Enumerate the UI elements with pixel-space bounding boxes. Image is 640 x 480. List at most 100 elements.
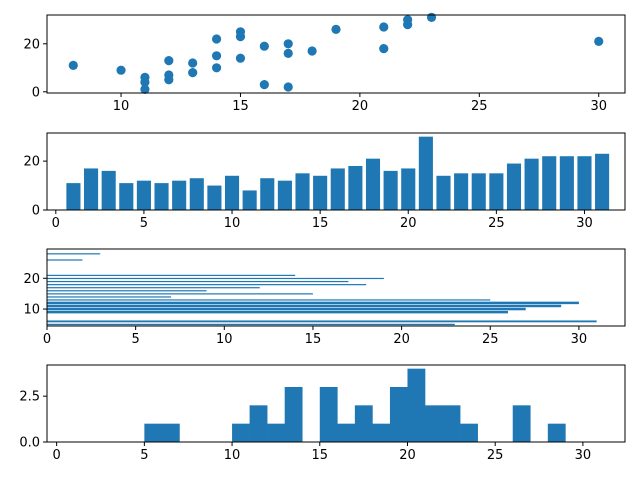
bar [277, 180, 292, 210]
x-tick-label: 30 [571, 332, 588, 347]
bar [454, 173, 469, 210]
horizontal-bar [47, 304, 562, 308]
scatter-point [331, 24, 341, 34]
x-tick-label: 0 [52, 216, 60, 231]
bar [418, 136, 433, 210]
horizontal-bar [47, 307, 526, 311]
scatter-point [235, 27, 246, 37]
scatter-plot: 10 15 20 25 30 0 20 [23, 12, 626, 114]
x-tick-label: 30 [576, 216, 593, 231]
x-tick-label: 15 [312, 216, 329, 231]
scatter-point [211, 63, 222, 73]
bar [542, 156, 557, 210]
histogram-bin [249, 405, 268, 442]
y-tick-label: 20 [23, 37, 40, 52]
scatter-point [379, 44, 389, 54]
bar [84, 168, 99, 210]
bar [436, 175, 451, 210]
bar [524, 158, 539, 210]
axes-frame [46, 248, 626, 327]
histogram-bin [161, 423, 180, 442]
bar [471, 173, 486, 210]
y-tick-label: 20 [23, 155, 40, 170]
x-tick-label: 30 [575, 448, 592, 463]
bar [489, 173, 504, 210]
horizontal-bar [47, 287, 260, 289]
bar [313, 175, 328, 210]
bar [189, 178, 204, 210]
scatter-point [140, 72, 150, 82]
histogram-bin [354, 405, 373, 442]
x-tick-label: 10 [224, 216, 241, 231]
bar [101, 170, 116, 210]
scatter-point [426, 12, 437, 22]
scatter-point [259, 80, 269, 90]
horizontal-bar [47, 284, 367, 286]
bar [207, 185, 222, 210]
bar [172, 180, 187, 210]
y-tick-label: 0 [32, 204, 40, 219]
histogram-bin [232, 423, 250, 442]
x-tick-label: 15 [312, 448, 329, 463]
bar [401, 168, 416, 210]
histogram-chart: 0 5 10 15 20 25 30 0.0 2.5 [19, 364, 626, 463]
x-tick-label: 25 [471, 99, 488, 114]
scatter-point [140, 84, 150, 94]
x-tick-label: 5 [140, 216, 148, 231]
scatter-point [283, 82, 293, 92]
scatter-point [211, 51, 222, 61]
horizontal-bar-chart: 0 5 10 15 20 25 30 10 20 [23, 248, 626, 347]
bar [295, 173, 310, 210]
horizontal-bar [47, 320, 597, 323]
scatter-point [283, 39, 293, 49]
x-tick-label: 25 [487, 448, 504, 463]
horizontal-bar [47, 323, 455, 326]
bar [559, 156, 574, 210]
histogram-bin [267, 423, 285, 442]
x-tick-label: 20 [393, 332, 410, 347]
x-tick-label: 30 [590, 99, 607, 114]
scatter-point [188, 58, 198, 68]
horizontal-bar [47, 301, 579, 305]
histogram-bin [337, 423, 356, 442]
x-tick-label: 5 [132, 332, 140, 347]
horizontal-bar [47, 253, 101, 255]
bar [330, 168, 345, 210]
x-tick-label: 5 [140, 448, 148, 463]
axes-frame [46, 364, 626, 443]
horizontal-bar [47, 277, 384, 280]
histogram-bin [389, 387, 408, 442]
scatter-point [164, 70, 174, 80]
x-tick-label: 20 [399, 448, 416, 463]
histogram-bin [425, 405, 443, 442]
bar [242, 190, 257, 210]
bar-chart: 0 5 10 15 20 25 30 0 20 [23, 132, 626, 231]
histogram-bin [547, 423, 566, 442]
bar [348, 166, 363, 210]
histogram-bin [442, 405, 461, 442]
scatter-point [403, 15, 413, 25]
scatter-point [116, 65, 126, 75]
scatter-point [259, 41, 269, 51]
scatter-point [379, 22, 389, 32]
y-tick-label: 10 [23, 303, 40, 318]
x-tick-label: 20 [400, 216, 417, 231]
bar [119, 183, 134, 210]
y-tick-label: 2.5 [19, 390, 40, 405]
horizontal-bar [47, 293, 313, 295]
x-tick-label: 0 [43, 332, 51, 347]
bar [577, 156, 592, 210]
histogram-bin [407, 368, 426, 442]
horizontal-bar [47, 296, 172, 298]
scatter-point [211, 34, 222, 44]
histogram-bin [512, 405, 531, 442]
horizontal-bar [47, 299, 491, 301]
x-tick-label: 10 [224, 448, 241, 463]
scatter-point [188, 68, 198, 78]
histogram-bin [319, 387, 338, 442]
x-tick-label: 25 [488, 216, 505, 231]
bar [224, 175, 240, 210]
horizontal-bar [47, 259, 83, 261]
x-tick-label: 0 [53, 448, 61, 463]
scatter-point [235, 53, 246, 63]
